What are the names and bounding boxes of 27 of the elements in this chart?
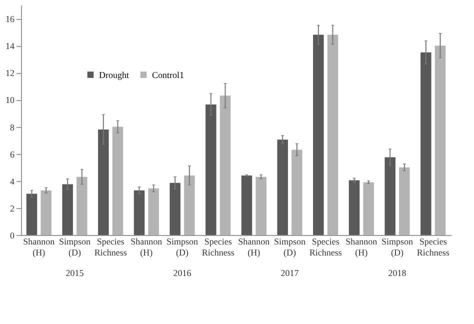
x-tick-label: Species Richness (202, 236, 235, 258)
y-tick-label: 2 (10, 203, 14, 214)
x-tick-label: Shannon (H) (238, 236, 270, 258)
y-tick-label: 14 (6, 41, 15, 52)
y-tick-label: 16 (6, 14, 15, 24)
text: 2016 (173, 268, 192, 278)
x-tick-label: Species Richness (416, 236, 450, 258)
text: 2018 (388, 268, 407, 278)
x-tick-label: Simpson (D) (166, 236, 198, 258)
y-tick-label: 8 (10, 122, 15, 132)
y-tick-label: 6 (10, 149, 15, 160)
text: 2017 (280, 268, 300, 278)
x-tick-label: Shannon (H) (23, 236, 56, 258)
x-tick-label: Species Richness (309, 236, 342, 258)
text: 2015 (66, 268, 84, 278)
y-tick-label: 12 (6, 68, 14, 78)
legend-label: Control1 (152, 70, 184, 80)
x-tick-label: Species Richness (94, 236, 128, 258)
x-tick-label: Simpson (D) (381, 236, 414, 258)
legend-label: Drought (99, 70, 130, 80)
x-tick-label: Shannon (H) (130, 236, 163, 258)
y-tick-label: 10 (6, 95, 15, 106)
x-tick-label: Shannon (H) (346, 236, 378, 258)
x-tick-label: Simpson (D) (274, 236, 306, 258)
y-tick-label: 4 (10, 176, 15, 186)
y-tick-label: 0 (10, 230, 15, 240)
x-tick-label: Simpson (D) (58, 236, 91, 258)
